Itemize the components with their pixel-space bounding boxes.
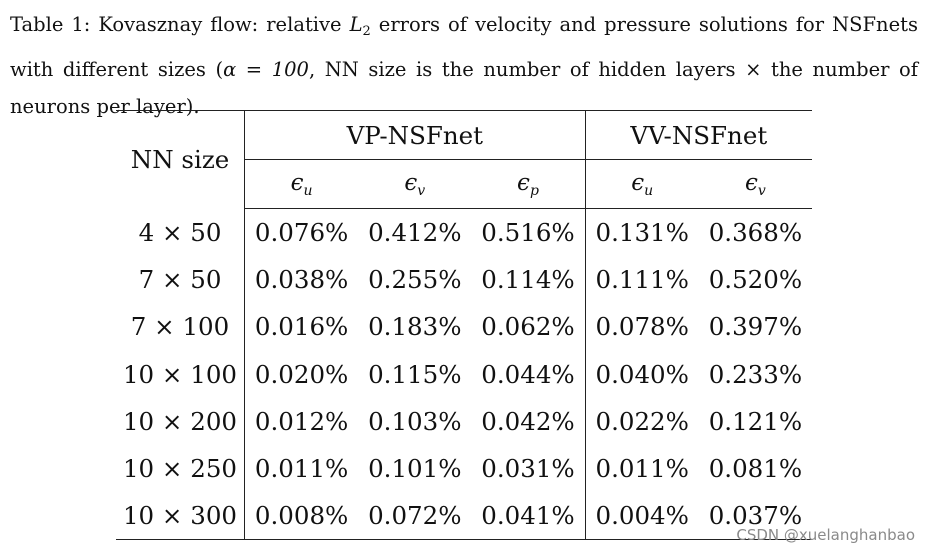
group-header-vp: VP-NSFnet	[244, 110, 586, 160]
value-cell: 0.022%	[595, 406, 689, 436]
value-cell: 0.072%	[358, 492, 472, 541]
table-row: 10 × 300 0.008% 0.072% 0.041% 0.004% 0.0…	[116, 492, 812, 541]
nn-size-cell: 4 × 50	[116, 208, 245, 257]
caption-lead: Table 1: Kovasznay flow: relative	[10, 13, 350, 36]
nn-size-header: NN size	[116, 110, 245, 209]
value-cell: 0.412%	[368, 218, 462, 248]
value-cell: 0.062%	[471, 303, 586, 351]
metric-subscript: v	[417, 182, 426, 199]
value-cell: 0.520%	[708, 265, 803, 295]
value-cell: 0.044%	[471, 350, 586, 398]
value-cell: 0.183%	[368, 312, 462, 342]
value-cell: 0.037%	[698, 492, 812, 541]
value-cell: 0.078%	[595, 312, 689, 342]
metric-header: ϵu	[244, 159, 359, 209]
table-row: 7 × 50 0.038% 0.255% 0.114% 0.111% 0.520…	[116, 256, 812, 304]
metric-symbol: ϵ	[290, 169, 304, 196]
value-cell: 0.114%	[471, 256, 586, 304]
value-cell: 0.011%	[595, 454, 689, 484]
nn-size-cell: 7 × 100	[116, 303, 245, 351]
l2-subscript: 2	[362, 24, 371, 39]
nn-size-cell: 7 × 50	[116, 256, 245, 304]
value-cell: 0.103%	[368, 406, 462, 436]
nn-size-cell: 10 × 300	[116, 492, 245, 541]
value-cell: 0.012%	[254, 406, 349, 436]
metric-subscript: u	[644, 182, 654, 199]
value-cell: 0.008%	[244, 492, 359, 541]
value-cell: 0.011%	[254, 454, 349, 484]
group-header-row: NN size VP-NSFnet VV-NSFnet	[116, 110, 812, 209]
caption-mid: errors of velocity and pressure solution…	[10, 13, 918, 81]
metric-subscript: p	[529, 182, 539, 199]
metric-subscript: v	[757, 182, 766, 199]
value-cell: 0.040%	[595, 359, 689, 389]
value-cell: 0.016%	[254, 312, 349, 342]
metric-subscript: u	[303, 182, 313, 199]
table-row: 10 × 200 0.012% 0.103% 0.042% 0.022% 0.1…	[116, 397, 812, 445]
value-cell: 0.121%	[708, 406, 803, 436]
value-cell: 0.516%	[471, 208, 586, 257]
metric-symbol: ϵ	[745, 169, 758, 196]
value-cell: 0.115%	[368, 359, 462, 389]
metric-header: ϵu	[585, 159, 699, 209]
value-cell: 0.255%	[368, 265, 462, 295]
group-header-vv: VV-NSFnet	[585, 110, 812, 160]
metric-symbol: ϵ	[631, 169, 645, 196]
nn-size-cell: 10 × 200	[116, 397, 245, 445]
table-row: 4 × 50 0.076% 0.412% 0.516% 0.131% 0.368…	[116, 208, 812, 257]
metric-header: ϵv	[698, 159, 812, 209]
value-cell: 0.031%	[471, 444, 586, 493]
value-cell: 0.101%	[368, 454, 462, 484]
metric-symbol: ϵ	[404, 169, 418, 196]
table-caption: Table 1: Kovasznay flow: relative L2 err…	[10, 6, 918, 126]
value-cell: 0.368%	[708, 218, 803, 248]
metric-header: ϵp	[471, 159, 586, 209]
value-cell: 0.131%	[595, 218, 689, 248]
alpha-expression: α = 100	[223, 57, 309, 81]
nn-size-cell: 10 × 250	[116, 444, 245, 493]
metric-header-row: ϵu ϵv ϵp ϵu ϵv	[116, 159, 812, 209]
table-row: 7 × 100 0.016% 0.183% 0.062% 0.078% 0.39…	[116, 303, 812, 351]
l2-symbol: L	[349, 13, 363, 36]
results-table: NN size VP-NSFnet VV-NSFnet ϵu ϵv ϵp ϵu …	[116, 110, 812, 541]
value-cell: 0.042%	[471, 397, 586, 445]
table-row: 10 × 250 0.011% 0.101% 0.031% 0.011% 0.0…	[116, 444, 812, 493]
nn-size-cell: 10 × 100	[116, 350, 245, 398]
value-cell: 0.038%	[254, 265, 349, 295]
metric-symbol: ϵ	[517, 169, 530, 196]
value-cell: 0.004%	[585, 492, 699, 541]
value-cell: 0.397%	[708, 312, 803, 342]
value-cell: 0.041%	[471, 492, 586, 541]
value-cell: 0.111%	[595, 265, 689, 295]
value-cell: 0.233%	[708, 359, 803, 389]
table-row: 10 × 100 0.020% 0.115% 0.044% 0.040% 0.2…	[116, 350, 812, 398]
watermark: CSDN @xuelanghanbao	[736, 526, 915, 544]
value-cell: 0.081%	[708, 454, 803, 484]
value-cell: 0.076%	[254, 218, 349, 248]
value-cell: 0.020%	[254, 359, 349, 389]
metric-header: ϵv	[358, 159, 472, 209]
